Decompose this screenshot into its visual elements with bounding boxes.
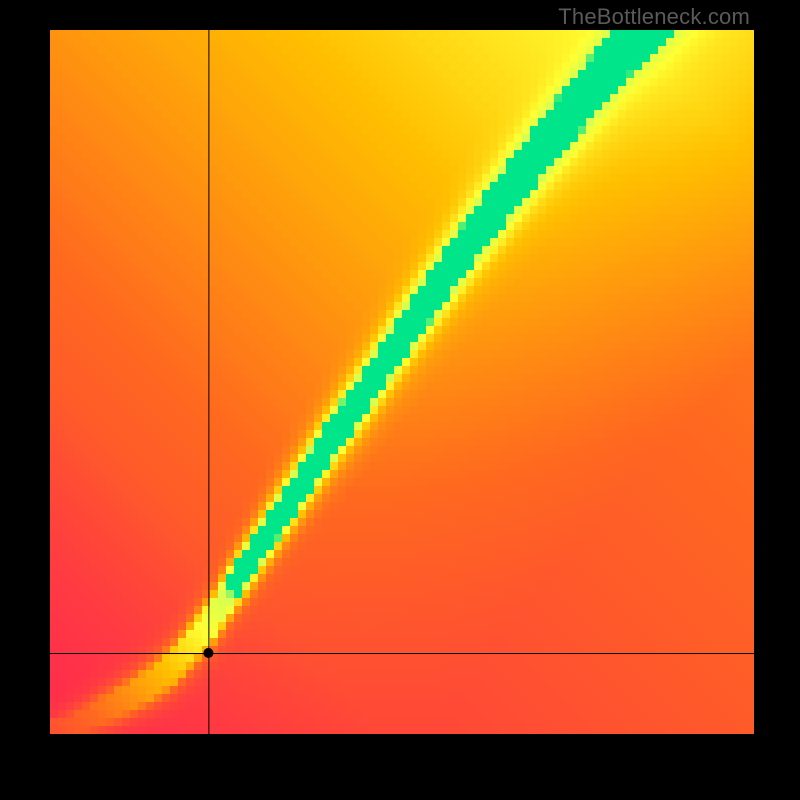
heatmap-plot-area [50, 30, 754, 734]
watermark-text: TheBottleneck.com [558, 4, 750, 30]
image-root: TheBottleneck.com [0, 0, 800, 800]
heatmap-canvas [50, 30, 754, 734]
